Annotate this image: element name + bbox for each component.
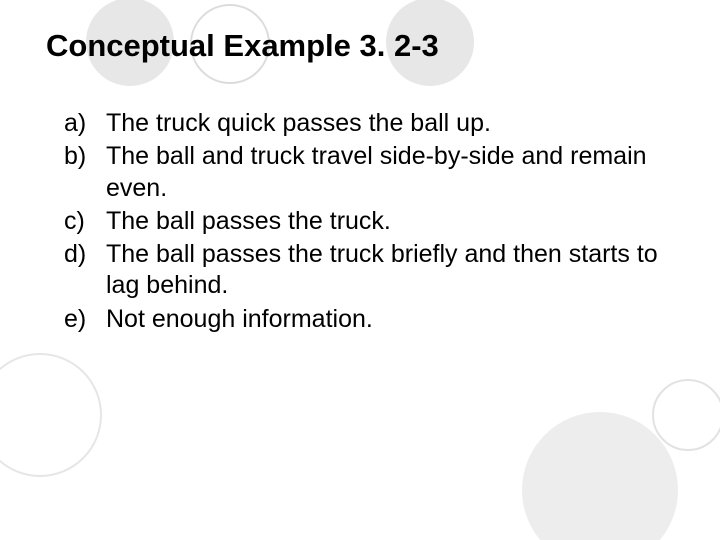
- item-marker: c): [64, 206, 106, 237]
- item-marker: d): [64, 239, 106, 302]
- slide-title: Conceptual Example 3. 2-3: [46, 28, 674, 64]
- list-item: b)The ball and truck travel side-by-side…: [64, 141, 674, 204]
- item-text: The ball and truck travel side-by-side a…: [106, 141, 674, 204]
- item-text: Not enough information.: [106, 304, 674, 335]
- list-item: e)Not enough information.: [64, 304, 674, 335]
- item-text: The truck quick passes the ball up.: [106, 108, 674, 139]
- item-marker: a): [64, 108, 106, 139]
- decorative-circle: [0, 353, 102, 477]
- option-list: a)The truck quick passes the ball up.b)T…: [46, 108, 674, 335]
- decorative-circle: [522, 412, 678, 540]
- item-marker: b): [64, 141, 106, 204]
- slide-content: Conceptual Example 3. 2-3 a)The truck qu…: [0, 0, 720, 335]
- list-item: c)The ball passes the truck.: [64, 206, 674, 237]
- list-item: a)The truck quick passes the ball up.: [64, 108, 674, 139]
- item-text: The ball passes the truck briefly and th…: [106, 239, 674, 302]
- item-marker: e): [64, 304, 106, 335]
- list-item: d)The ball passes the truck briefly and …: [64, 239, 674, 302]
- item-text: The ball passes the truck.: [106, 206, 674, 237]
- decorative-circle: [652, 379, 720, 451]
